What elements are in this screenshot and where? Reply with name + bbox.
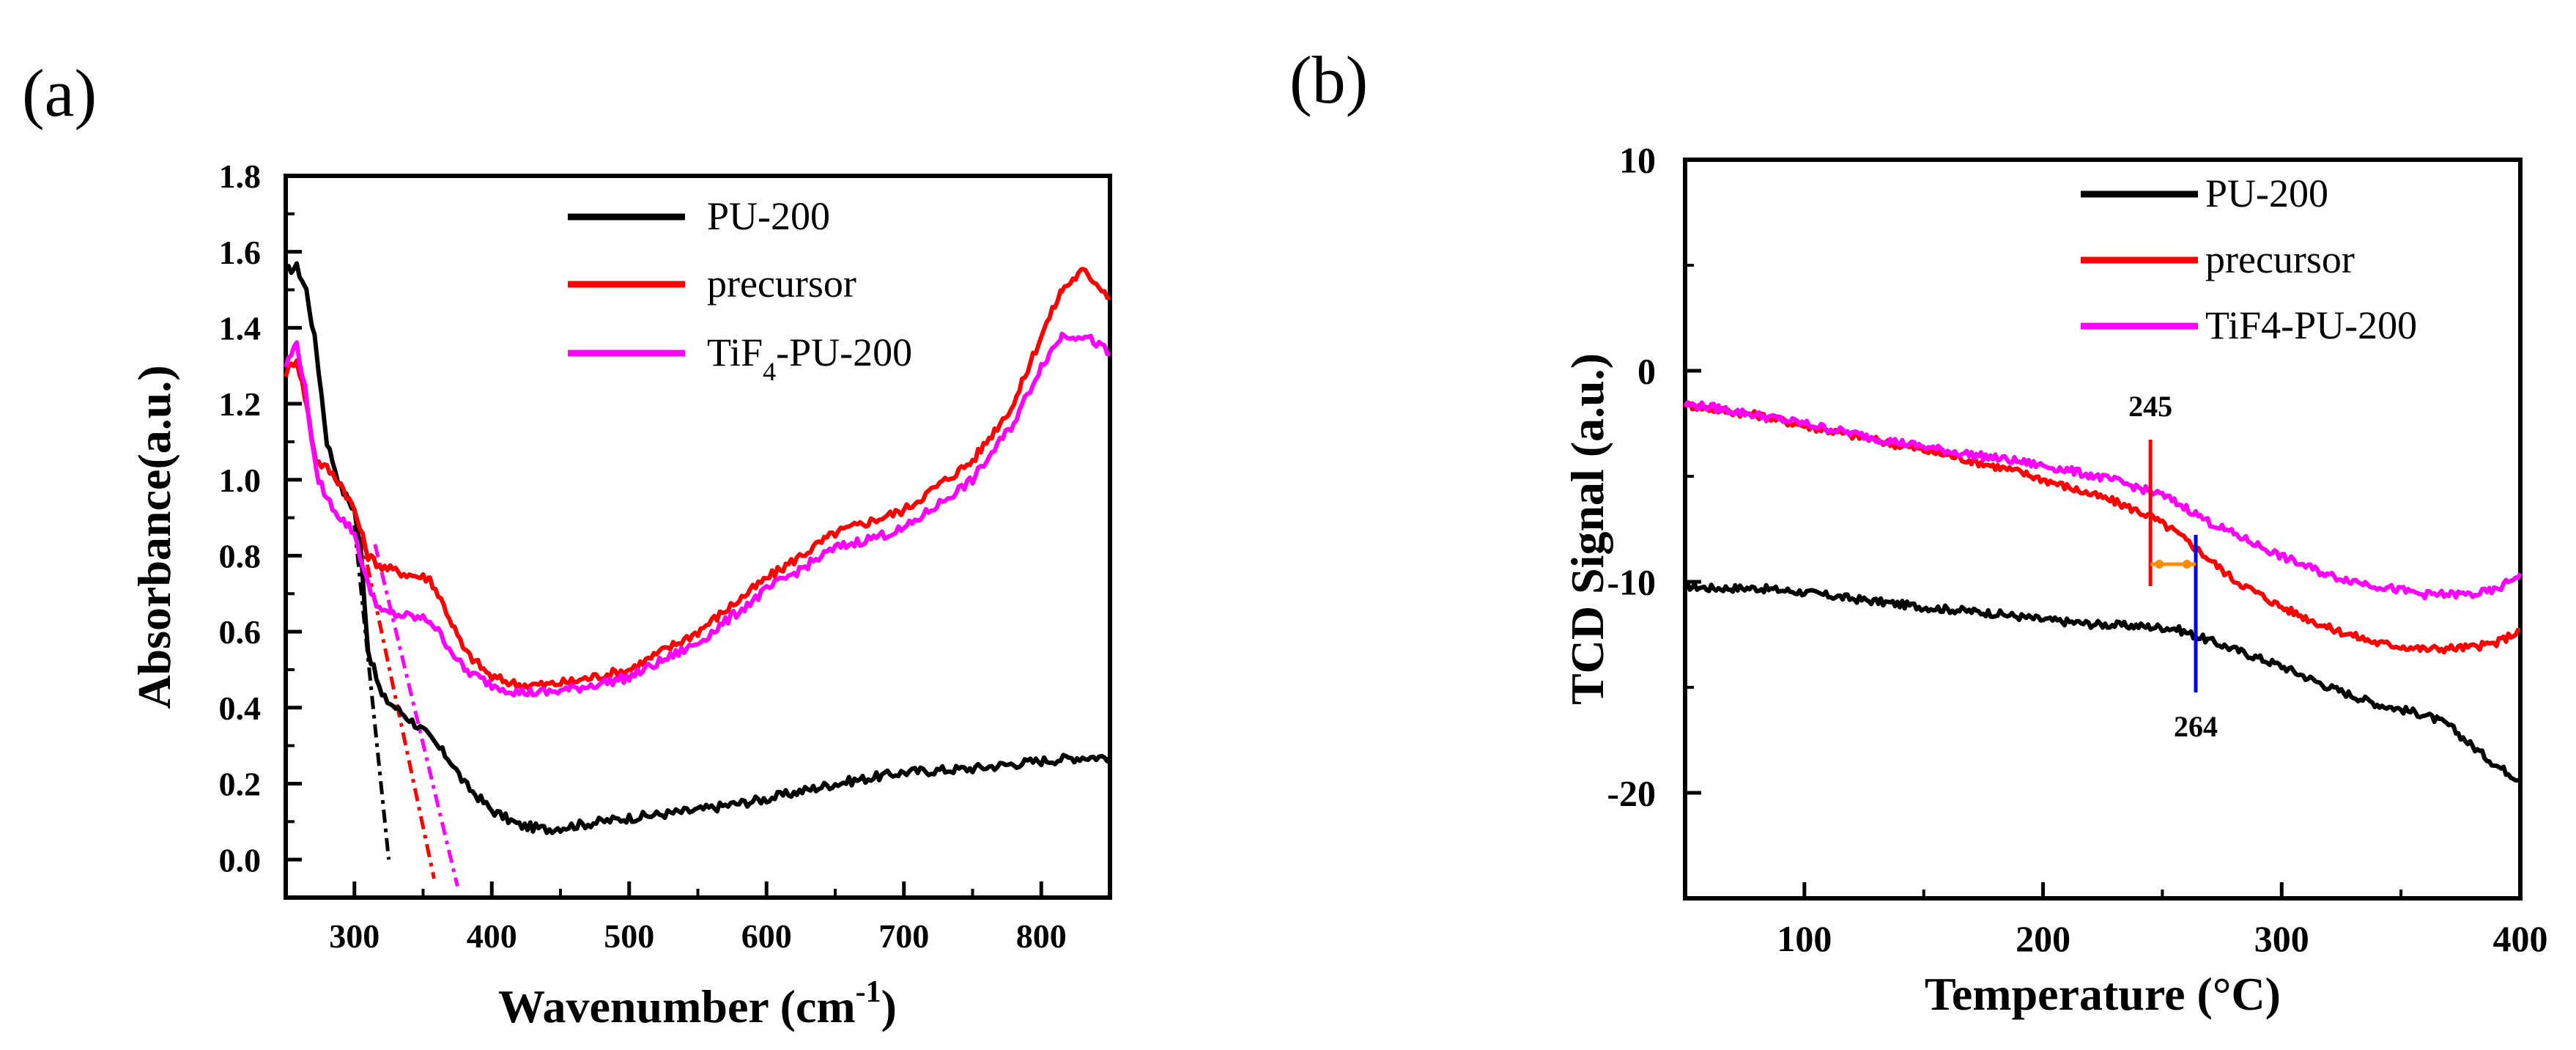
y-tick-label: 1.8 [219,158,262,195]
panel-b-label: (b) [1289,42,1368,117]
legend-label-pu-200: PU-200 [2205,171,2328,215]
legend-label-tif4-main: TiF [707,330,763,374]
series-line-pu-200 [1685,580,2521,783]
panel-a-tangent-lines [352,525,459,887]
panel-a-y-axis-title: Absorbance(a.u.) [128,365,180,709]
panel-a-legend: PU-200 precursor TiF4-PU-200 [568,194,912,386]
y-tick-label: 0.2 [219,766,262,803]
panel-b-y-axis-title: TCD Signal (a.u.) [1561,353,1613,705]
onset-label-264: 264 [2174,710,2218,743]
legend-label-precursor: precursor [707,262,856,306]
y-tick-label: 0.8 [219,538,262,575]
y-tick-label: 0.0 [219,841,262,879]
panel-a-label: (a) [22,56,97,130]
panel-b-onset-annotations: 245 264 [2128,390,2218,743]
y-tick-label: 10 [1619,140,1656,181]
x-tick-label: 400 [2493,918,2548,959]
x-tick-label: 300 [2254,918,2309,959]
y-tick-label: 1.4 [219,309,262,347]
panel-a: (a) 300 400 500 600 700 800 0.0 0.2 0.4 0.6 0.8 1.0… [22,56,1112,1032]
onset-shift-arrow-tail [2183,560,2192,569]
y-tick-label: -10 [1607,562,1656,603]
x-tick-label: 100 [1777,918,1832,959]
series-line-pu-200 [284,261,1112,835]
x-tick-label: 500 [604,917,654,955]
series-line-tif4-pu-200 [1683,400,2523,601]
x-axis-title-superscript: -1 [856,975,881,1009]
legend-label-tif4-pu-200: TiF4-PU-200 [2205,303,2417,347]
legend-label-tif4-subscript: 4 [763,357,776,386]
x-axis-title-main: Wavenumber (cm [498,980,856,1032]
y-tick-label: 0 [1637,351,1656,392]
panel-b-data-series [1683,400,2523,783]
legend-label-precursor: precursor [2205,237,2355,281]
y-tick-label: 1.0 [219,462,262,499]
series-line-precursor [284,267,1111,692]
panel-a-data-series [284,261,1112,835]
legend-label-tif4-pu-200: TiF4-PU-200 [707,330,912,386]
tangent-line [373,544,459,887]
legend-label-pu-200: PU-200 [707,194,830,238]
x-tick-label: 600 [741,917,792,955]
onset-label-245: 245 [2128,390,2172,423]
panel-b-legend: PU-200 precursor TiF4-PU-200 [2081,171,2417,347]
series-line-tif4-pu-200 [284,331,1111,698]
x-tick-label: 200 [2016,918,2070,959]
panel-b-x-axis-title: Temperature (°C) [1925,968,2281,1020]
panel-a-axis-ticks: 300 400 500 600 700 800 0.0 0.2 0.4 0.6 0.8 1.0 1.2 1… [219,158,1111,955]
y-tick-label: 0.6 [219,613,262,651]
x-tick-label: 800 [1016,917,1067,955]
panel-a-x-axis-title: Wavenumber (cm-1) [498,975,897,1032]
x-tick-label: 400 [467,917,517,955]
panel-a-plot-frame [284,174,1112,900]
x-tick-label: 700 [878,917,929,955]
series-line-precursor [1683,400,2521,655]
y-tick-label: 1.6 [219,234,262,271]
x-axis-title-end: ) [881,980,897,1032]
y-tick-label: 0.4 [219,689,262,727]
x-tick-label: 300 [329,917,380,955]
legend-label-tif4-tail: -PU-200 [776,330,912,374]
y-tick-label: -20 [1607,773,1656,814]
onset-shift-arrow-head [2155,560,2164,569]
panel-b-plot-frame [1683,158,2523,901]
y-tick-label: 1.2 [219,385,262,423]
